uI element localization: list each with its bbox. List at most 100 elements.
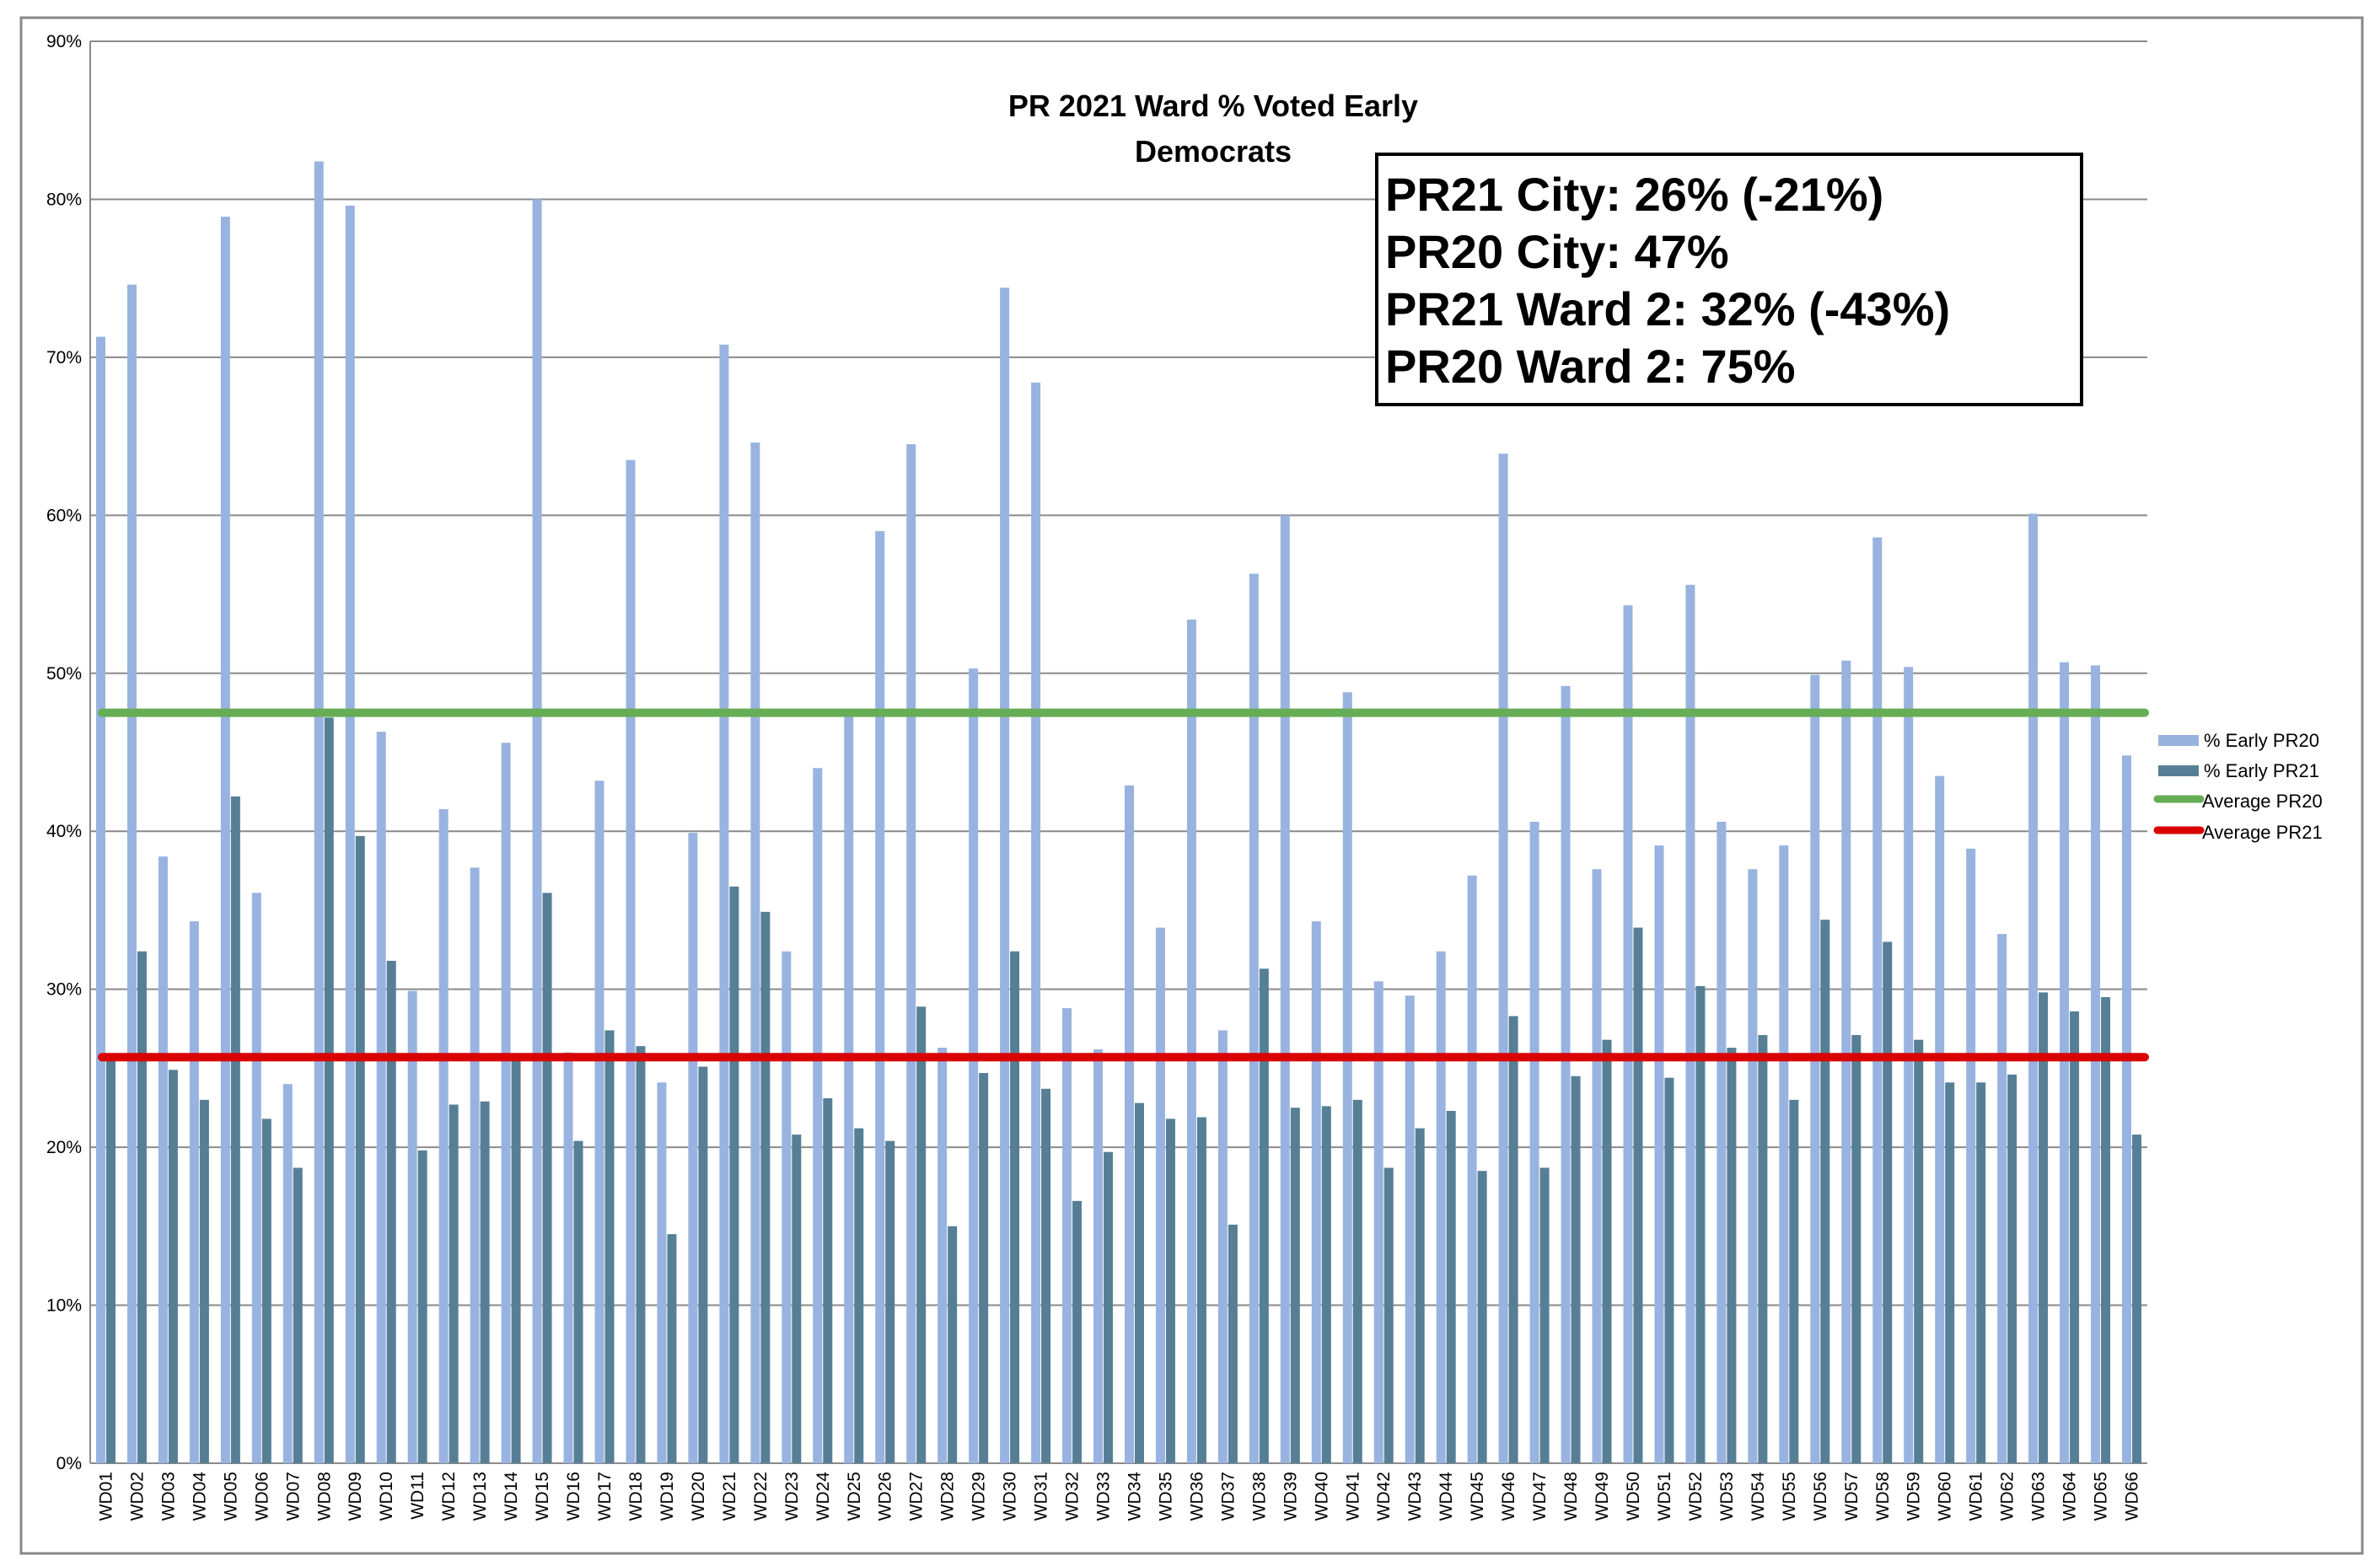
x-tick-label: WD32 <box>1063 1472 1083 1521</box>
x-tick-label: WD54 <box>1749 1472 1768 1521</box>
bar-pr20 <box>563 1052 573 1463</box>
x-tick-label: WD39 <box>1281 1472 1300 1521</box>
bar-pr21 <box>2039 992 2049 1463</box>
bar-pr21 <box>449 1104 459 1463</box>
bar-pr21 <box>542 893 552 1463</box>
bar-pr20 <box>1124 785 1134 1463</box>
bar-pr20 <box>813 768 823 1463</box>
x-tick-label: WD29 <box>970 1472 989 1521</box>
x-tick-label: WD30 <box>1001 1472 1020 1521</box>
bar-pr20 <box>782 951 792 1463</box>
x-tick-label: WD52 <box>1686 1472 1706 1521</box>
x-tick-label: WD34 <box>1125 1472 1144 1521</box>
x-tick-label: WD53 <box>1717 1472 1737 1521</box>
x-tick-label: WD35 <box>1156 1472 1175 1521</box>
bar-pr21 <box>199 1099 209 1463</box>
bar-pr20 <box>1904 667 1914 1463</box>
bar-pr21 <box>948 1226 958 1463</box>
x-tick-label: WD42 <box>1374 1472 1394 1521</box>
bar-pr20 <box>719 344 729 1464</box>
bar-pr21 <box>1321 1106 1331 1463</box>
bar-pr21 <box>2101 997 2111 1463</box>
x-tick-label: WD05 <box>221 1472 240 1521</box>
bar-pr21 <box>1820 920 1830 1463</box>
bar-pr20 <box>1529 821 1539 1463</box>
x-tick-label: WD09 <box>346 1472 365 1521</box>
bar-pr21 <box>1539 1167 1550 1463</box>
bar-pr20 <box>1342 692 1352 1463</box>
legend-swatch-pr21 <box>2158 765 2199 776</box>
x-tick-label: WD19 <box>658 1472 677 1521</box>
y-tick-label: 10% <box>46 1296 82 1316</box>
bar-pr20 <box>937 1048 948 1463</box>
bar-pr21 <box>1290 1108 1300 1463</box>
bar-pr20 <box>126 284 137 1464</box>
bar-pr21 <box>698 1066 708 1463</box>
bar-pr21 <box>1602 1039 1612 1463</box>
bar-pr20 <box>1748 869 1758 1463</box>
bar-pr20 <box>1031 382 1041 1463</box>
x-tick-label: WD10 <box>377 1472 396 1521</box>
bar-pr21 <box>2132 1135 2142 1463</box>
bar-pr20 <box>750 443 760 1463</box>
x-tick-label: WD26 <box>876 1472 895 1521</box>
x-tick-label: WD38 <box>1249 1472 1269 1521</box>
x-tick-label: WD48 <box>1561 1472 1581 1521</box>
bar-pr20 <box>282 1084 293 1463</box>
bar-pr20 <box>158 856 168 1463</box>
bar-pr21 <box>1134 1102 1144 1463</box>
bar-pr21 <box>2007 1074 2017 1463</box>
x-tick-label: WD44 <box>1437 1472 1456 1521</box>
bar-pr21 <box>1571 1076 1581 1463</box>
bar-pr21 <box>137 951 147 1463</box>
x-tick-label: WD55 <box>1780 1472 1799 1521</box>
bar-pr21 <box>1352 1099 1362 1463</box>
bar-pr20 <box>1717 821 1727 1463</box>
bar-pr21 <box>979 1073 989 1463</box>
x-tick-label: WD61 <box>1967 1472 1986 1521</box>
bar-pr20 <box>1000 287 1010 1463</box>
x-tick-label: WD62 <box>1998 1472 2017 1521</box>
legend-swatch-pr20 <box>2158 735 2199 746</box>
bar-pr20 <box>1561 685 1571 1463</box>
bar-pr20 <box>1467 875 1477 1463</box>
x-tick-label: WD40 <box>1312 1472 1331 1521</box>
x-tick-label: WD11 <box>408 1472 427 1520</box>
chart-subtitle: Democrats <box>1135 134 1292 169</box>
x-tick-label: WD46 <box>1499 1472 1518 1521</box>
y-tick-label: 40% <box>46 822 82 841</box>
bar-pr20 <box>2122 755 2132 1463</box>
bar-pr21 <box>792 1135 802 1463</box>
bar-pr20 <box>95 336 105 1463</box>
bar-pr21 <box>667 1234 677 1463</box>
bar-pr20 <box>657 1082 667 1463</box>
bar-pr21 <box>1446 1110 1456 1463</box>
x-tick-label: WD07 <box>283 1472 303 1521</box>
bar-pr21 <box>1383 1167 1394 1463</box>
bar-pr21 <box>1851 1035 1862 1463</box>
bar-pr21 <box>636 1046 646 1463</box>
bar-pr20 <box>1623 605 1633 1463</box>
bar-pr21 <box>324 717 334 1463</box>
bar-pr20 <box>501 743 511 1463</box>
bar-pr21 <box>729 886 739 1463</box>
bar-pr20 <box>2060 662 2070 1463</box>
y-tick-label: 60% <box>46 506 82 525</box>
bar-pr21 <box>1196 1117 1206 1463</box>
bar-pr21 <box>604 1030 615 1463</box>
x-tick-label: WD04 <box>190 1472 209 1521</box>
bar-pr21 <box>293 1167 303 1463</box>
x-tick-label: WD06 <box>252 1472 271 1521</box>
bar-pr20 <box>1810 674 1820 1463</box>
x-tick-label: WD16 <box>564 1472 583 1521</box>
x-tick-label: WD56 <box>1811 1472 1830 1521</box>
y-tick-label: 20% <box>46 1138 82 1157</box>
x-tick-label: WD03 <box>158 1472 178 1521</box>
bar-pr20 <box>969 668 979 1463</box>
x-tick-label: WD02 <box>127 1472 147 1521</box>
bar-pr20 <box>1779 845 1789 1463</box>
x-tick-label: WD01 <box>96 1472 116 1521</box>
bar-pr21 <box>1508 1016 1518 1463</box>
bar-pr20 <box>376 732 386 1463</box>
bar-pr21 <box>2070 1011 2080 1463</box>
